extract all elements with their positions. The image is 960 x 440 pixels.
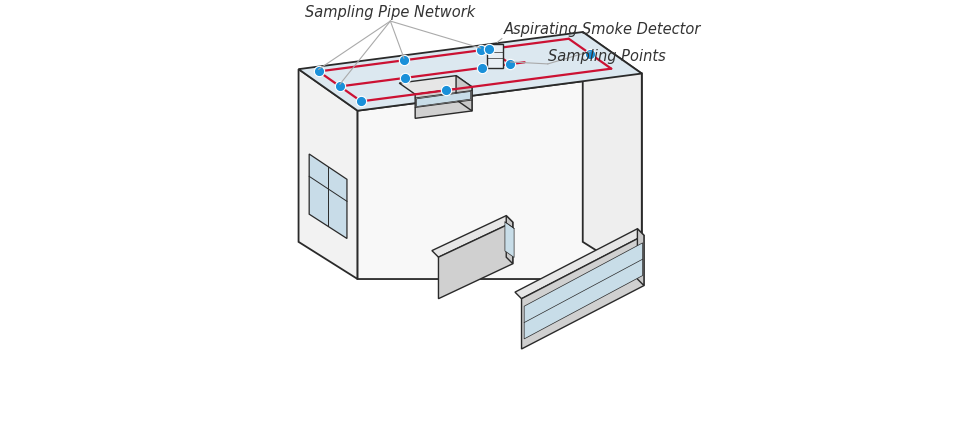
Point: [482, 46, 497, 53]
Point: [503, 61, 518, 68]
Polygon shape: [432, 216, 513, 257]
Polygon shape: [456, 76, 472, 111]
Polygon shape: [399, 76, 472, 94]
Polygon shape: [515, 229, 644, 299]
Polygon shape: [309, 154, 347, 238]
Point: [583, 50, 598, 57]
Point: [474, 64, 490, 71]
Point: [397, 74, 413, 81]
Point: [396, 57, 412, 64]
Text: Aspirating Smoke Detector: Aspirating Smoke Detector: [504, 22, 702, 37]
Polygon shape: [583, 32, 642, 279]
Point: [439, 87, 454, 94]
Polygon shape: [415, 87, 472, 118]
Polygon shape: [637, 229, 644, 286]
Polygon shape: [506, 216, 513, 264]
Point: [311, 68, 326, 75]
Polygon shape: [417, 92, 470, 106]
Text: Sampling Pipe Network: Sampling Pipe Network: [305, 5, 475, 20]
Polygon shape: [521, 235, 644, 349]
Point: [353, 98, 369, 105]
Point: [332, 83, 348, 90]
Polygon shape: [505, 222, 515, 257]
Polygon shape: [439, 222, 513, 299]
Polygon shape: [488, 44, 503, 68]
Polygon shape: [299, 69, 357, 279]
Polygon shape: [524, 243, 642, 339]
Point: [473, 47, 489, 54]
Text: Sampling Points: Sampling Points: [548, 48, 665, 63]
Polygon shape: [299, 32, 642, 111]
Polygon shape: [357, 73, 642, 279]
